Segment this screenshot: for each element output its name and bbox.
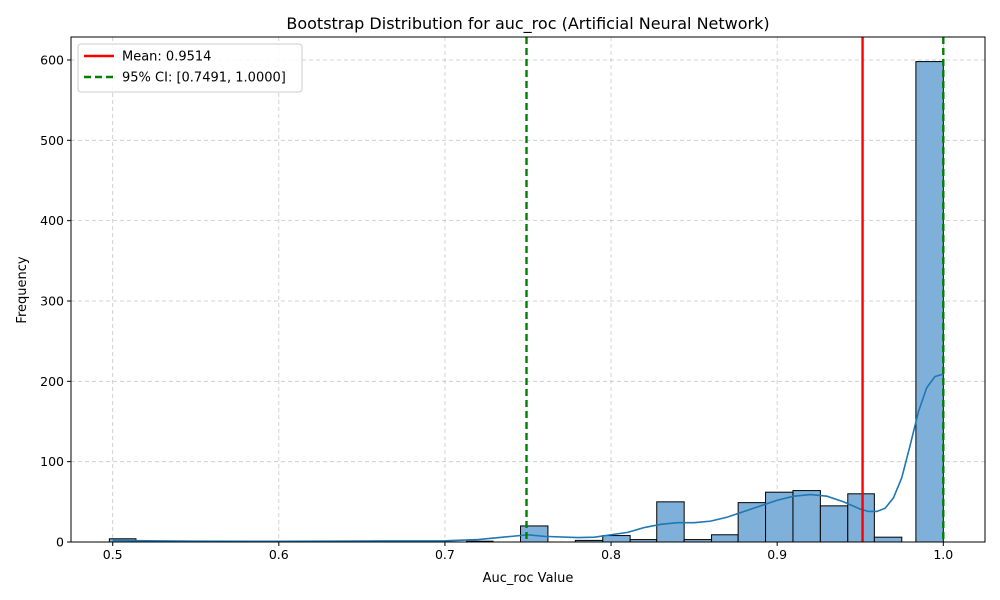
x-tick-label: 0.6 xyxy=(269,547,289,562)
y-tick-label: 0 xyxy=(56,535,64,550)
histogram-bar xyxy=(792,490,821,543)
histogram-bar xyxy=(602,535,631,543)
histogram-bar xyxy=(711,534,739,543)
histogram-bar xyxy=(847,493,875,543)
plot-area: 0.5 0.6 0.7 0.8 0.9 1.0 0 100 200 300 400 500 600 Mea… xyxy=(40,36,986,562)
y-tick-label: 100 xyxy=(40,454,64,469)
y-tick-label: 400 xyxy=(40,213,64,228)
x-tick-label: 0.5 xyxy=(103,547,123,562)
x-axis-label: Auc_roc Value xyxy=(483,571,574,586)
histogram-bar xyxy=(915,61,944,543)
y-tick-label: 200 xyxy=(40,374,64,389)
x-tick-label: 0.7 xyxy=(435,547,455,562)
legend-box xyxy=(77,43,303,93)
chart-title: Bootstrap Distribution for auc_roc (Arti… xyxy=(286,14,769,34)
y-tick-label: 600 xyxy=(40,52,64,67)
y-axis-label: Frequency xyxy=(15,256,30,323)
histogram-bar xyxy=(520,525,549,543)
x-tick-label: 0.8 xyxy=(601,547,621,562)
histogram-bar xyxy=(873,536,903,543)
histogram-bar xyxy=(819,505,849,543)
y-tick-label: 500 xyxy=(40,133,64,148)
plot-frame xyxy=(70,36,986,543)
y-tick-label: 300 xyxy=(40,293,64,308)
legend-entry-label: 95% CI: [0.7491, 1.0000] xyxy=(122,71,286,86)
legend: Mean: 0.9514 95% CI: [0.7491, 1.0000] xyxy=(77,43,303,93)
x-tick-label: 0.9 xyxy=(767,547,787,562)
x-tick-label: 1.0 xyxy=(933,547,953,562)
histogram-bar xyxy=(656,501,685,543)
kde-curve xyxy=(112,373,944,543)
legend-entry-label: Mean: 0.9514 xyxy=(122,50,211,65)
